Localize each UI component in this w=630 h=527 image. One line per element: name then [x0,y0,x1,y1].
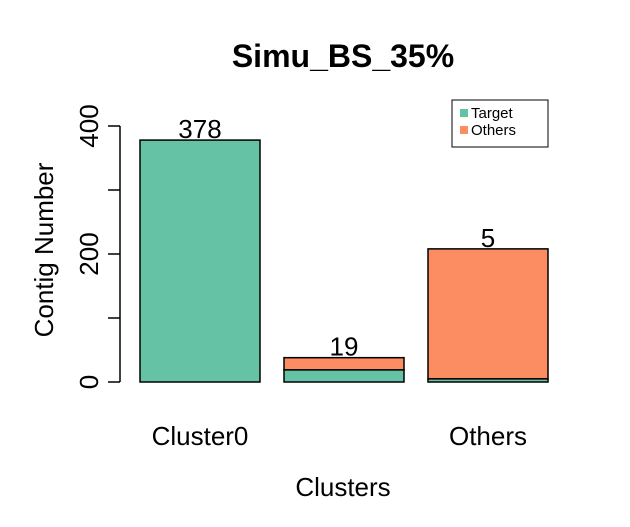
legend-swatch-target [460,109,468,117]
legend-label-target: Target [471,105,514,122]
category-label: Others [449,421,527,451]
data-labels: 378 19 5 [178,114,495,362]
legend-label-others: Others [471,122,516,139]
bar-others-1 [283,356,405,371]
chart-title: Simu_BS_35% [232,38,454,74]
y-axis: 0 200 400 [74,104,121,389]
data-label: 378 [178,114,221,144]
y-tick-label: 200 [74,232,104,275]
legend-swatch-others [460,126,468,134]
legend-box [451,99,549,148]
y-tick-label: 0 [74,375,104,389]
data-label: 19 [330,332,359,362]
category-label: Cluster0 [152,421,249,451]
data-label: 5 [481,223,495,253]
y-tick-label: 400 [74,104,104,147]
bars [139,139,549,383]
bar-target-1 [283,369,405,383]
x-axis-label: Clusters [295,472,390,502]
y-axis-label: Contig Number [29,162,59,337]
category-labels: Cluster0 Others [152,421,527,451]
bar-target-0 [139,139,261,383]
bar-others-2 [427,248,549,380]
